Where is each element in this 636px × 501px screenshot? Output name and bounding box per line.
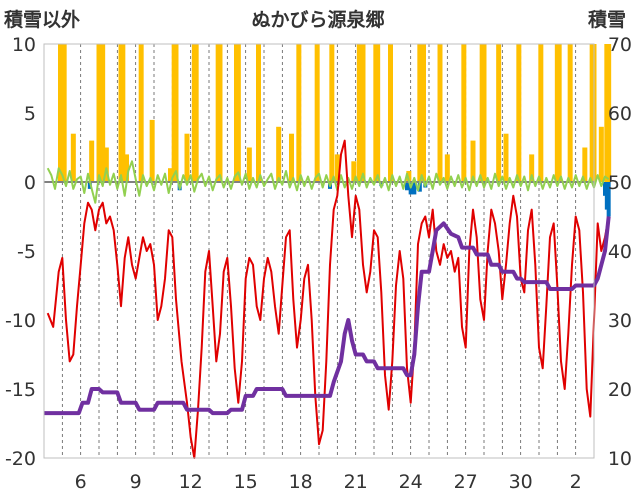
snowfall-bar: [138, 44, 144, 182]
right-tick-label: 30: [608, 310, 632, 332]
snowfall-bar: [406, 170, 412, 182]
snowfall-bars: [58, 44, 612, 182]
snowfall-bar: [100, 44, 106, 182]
x-tick-label: 27: [454, 471, 478, 493]
right-tick-label: 70: [608, 34, 632, 56]
right-tick-label: 50: [608, 172, 632, 194]
left-tick-label: -15: [5, 379, 36, 401]
snowfall-bar: [184, 133, 190, 182]
snowfall-bar: [124, 154, 129, 182]
x-tick-label: 15: [234, 471, 258, 493]
snowfall-bar: [529, 154, 535, 182]
snowfall-bar: [437, 44, 443, 182]
snowfall-bar: [289, 133, 294, 182]
temperature-line: [46, 139, 610, 459]
snowfall-bar: [89, 140, 95, 182]
snowfall-bar: [360, 44, 366, 182]
left-tick-label: 0: [24, 172, 36, 194]
snowfall-bar: [235, 44, 241, 182]
snowfall-bar: [538, 44, 544, 182]
snowfall-bar: [516, 44, 522, 182]
snowfall-bar: [61, 44, 67, 182]
x-tick-label: 21: [344, 471, 368, 493]
left-tick-label: -5: [17, 241, 36, 263]
right-axis-label: 積雪: [588, 8, 626, 31]
snowfall-bar: [120, 44, 126, 182]
x-tick-label: 9: [130, 471, 142, 493]
snowfall-bar: [173, 44, 179, 182]
snowfall-bar: [276, 126, 282, 182]
snowfall-bar: [606, 44, 612, 182]
snowfall-bar: [470, 140, 476, 182]
x-tick-label: 18: [289, 471, 313, 493]
snowfall-bar: [103, 147, 109, 182]
snow-depth-line: [44, 216, 611, 416]
precip-bar: [606, 182, 611, 217]
snowfall-bar: [388, 44, 393, 182]
snowfall-bar: [598, 126, 604, 182]
snowfall-bar: [421, 44, 426, 182]
x-tick-label: 2: [570, 471, 582, 493]
precip-bar: [412, 182, 417, 195]
right-tick-label: 20: [608, 379, 632, 401]
snowfall-bar: [217, 44, 223, 182]
left-tick-label: -20: [5, 448, 36, 470]
snowfall-bar: [329, 44, 335, 182]
right-tick-label: 40: [608, 241, 632, 263]
snowfall-bar: [168, 168, 173, 182]
snowfall-bar: [582, 147, 588, 182]
snowfall-bar: [496, 44, 502, 182]
x-tick-label: 24: [399, 471, 423, 493]
chart-title: ぬかびら源泉郷: [251, 8, 384, 31]
snowfall-bar: [256, 44, 261, 182]
left-tick-label: 5: [24, 103, 36, 125]
snowfall-bar: [556, 44, 562, 182]
x-tick-label: 12: [179, 471, 203, 493]
snowfall-bar: [334, 154, 340, 182]
snowfall-bar: [246, 147, 252, 182]
precip-bar: [405, 182, 409, 191]
left-tick-label: 10: [12, 34, 36, 56]
right-tick-label: 60: [608, 103, 632, 125]
left-tick-label: -10: [5, 310, 36, 332]
snowfall-bar: [444, 154, 450, 182]
left-axis-label: 積雪以外: [4, 8, 80, 31]
snowfall-bar: [375, 44, 381, 182]
snowfall-bar: [193, 44, 199, 182]
snowfall-bar: [481, 44, 487, 182]
x-tick-label: 6: [75, 471, 87, 493]
snowfall-bar: [149, 119, 155, 182]
temp-change-line: [46, 160, 610, 204]
snowfall-bar: [503, 133, 509, 182]
snowfall-bar: [70, 133, 76, 182]
snowfall-bar: [314, 44, 320, 182]
snowfall-bar: [567, 44, 573, 182]
right-tick-label: 10: [608, 448, 632, 470]
x-tick-label: 30: [509, 471, 533, 493]
series-lines: [44, 139, 611, 459]
plot-frame: [43, 43, 595, 459]
snowfall-bar: [296, 44, 302, 182]
snowfall-bar: [351, 161, 357, 182]
snowfall-bar: [461, 44, 467, 182]
